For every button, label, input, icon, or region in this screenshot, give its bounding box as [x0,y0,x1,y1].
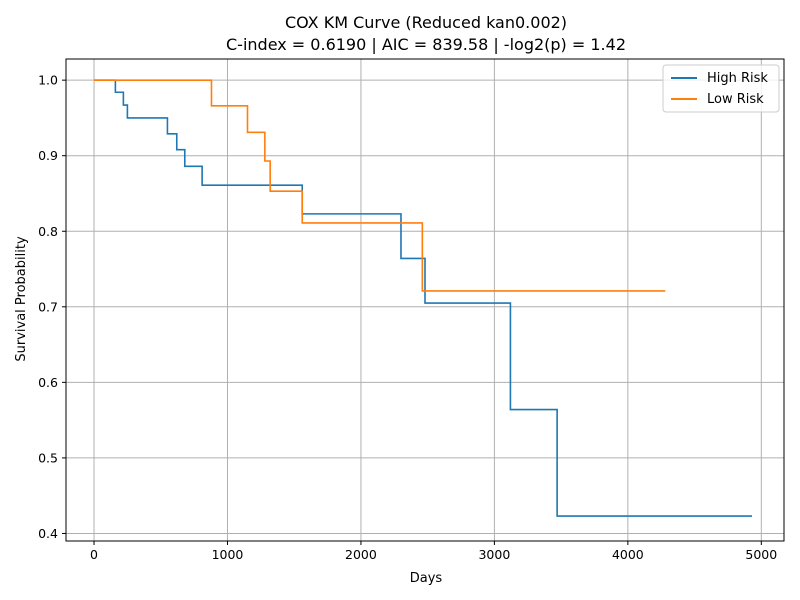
y-axis-ticks: 0.4 0.5 0.6 0.7 0.8 0.9 1.0 [38,73,66,541]
y-tick-label: 0.4 [38,526,58,541]
x-tick-label: 5000 [745,547,777,562]
chart-subtitle: C-index = 0.6190 | AIC = 839.58 | -log2(… [226,35,626,54]
y-tick-label: 1.0 [38,73,58,88]
y-axis-label: Survival Probability [14,236,29,362]
x-tick-label: 1000 [212,547,244,562]
series-line-high-risk [94,79,752,517]
legend-label-low-risk: Low Risk [707,92,764,107]
chart-title: COX KM Curve (Reduced kan0.002) [285,13,567,32]
y-tick-label: 0.5 [38,450,58,465]
x-tick-label: 4000 [612,547,644,562]
legend-box [662,64,780,113]
y-tick-label: 0.9 [38,148,58,163]
plot-frame [65,58,785,542]
legend-label-high-risk: High Risk [707,71,768,86]
x-tick-label: 3000 [478,547,510,562]
y-tick-label: 0.7 [38,299,58,314]
series-line-low-risk [94,79,666,292]
y-tick-label: 0.8 [38,224,58,239]
x-axis-label: Days [410,571,443,586]
x-tick-label: 0 [90,547,98,562]
y-tick-label: 0.6 [38,375,58,390]
legend: High Risk Low Risk [662,64,780,113]
x-axis-ticks: 0 1000 2000 3000 4000 5000 [90,541,777,562]
series-layer [94,79,752,517]
x-tick-label: 2000 [345,547,377,562]
